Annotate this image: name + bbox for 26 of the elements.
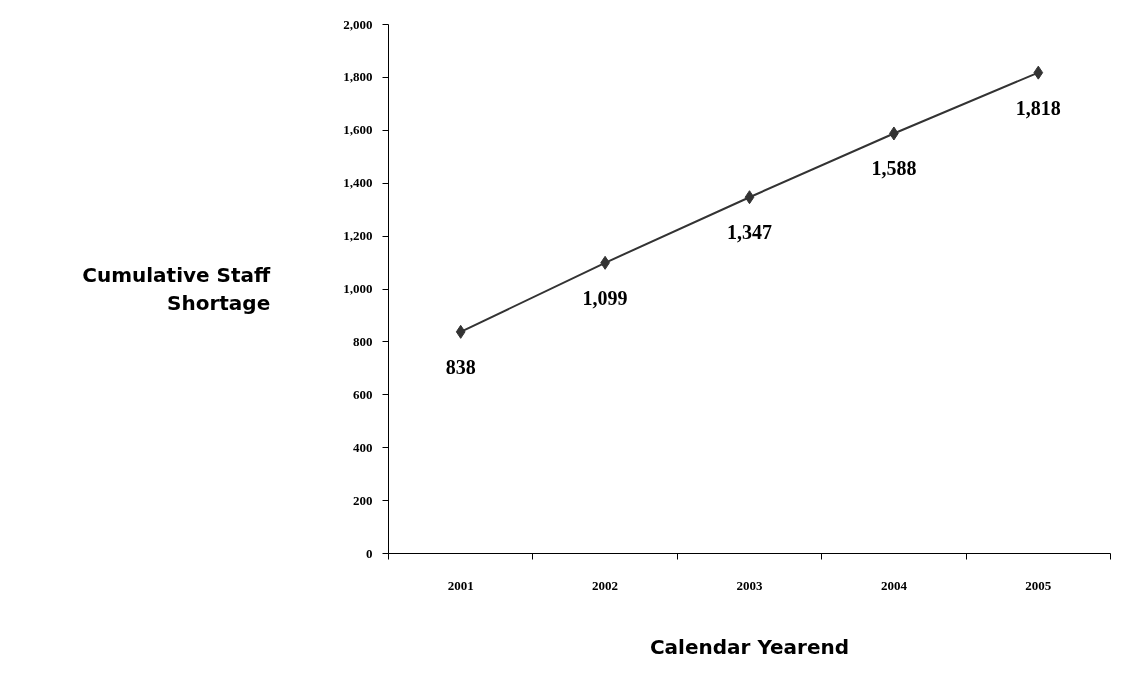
x-tick-label: 2005 <box>1025 577 1052 593</box>
y-tick-label: 800 <box>353 333 373 349</box>
data-label: 1,347 <box>727 221 772 244</box>
y-tick-label: 200 <box>353 492 373 508</box>
data-label: 838 <box>445 355 476 378</box>
y-tick-label: 1,000 <box>343 281 373 296</box>
data-label: 1,818 <box>1015 96 1061 119</box>
point <box>1033 65 1044 80</box>
x-tick-label: 2003 <box>736 577 763 593</box>
point <box>744 190 755 205</box>
y-tick-label: 2,000 <box>343 16 373 32</box>
y-tick-label: 0 <box>366 545 373 561</box>
y-tick-label: 400 <box>353 439 373 455</box>
point <box>455 324 466 339</box>
x-tick-label: 2004 <box>880 577 908 593</box>
y-tick-label: 1,600 <box>343 122 373 138</box>
x-tick-label: 2002 <box>592 577 619 593</box>
data-label: 1,099 <box>582 286 628 309</box>
y-tick-label: 1,800 <box>343 69 373 85</box>
data-label: 1,588 <box>871 157 917 180</box>
x-axis-title: Calendar Yearend <box>649 634 850 659</box>
y-tick-label: 1,200 <box>343 228 373 244</box>
y-tick-label: 600 <box>353 386 373 402</box>
y-axis-title: Cumulative Staff Shortage <box>82 262 272 316</box>
y-tick-label: 1,400 <box>343 175 373 191</box>
x-tick-label: 2001 <box>447 577 474 593</box>
